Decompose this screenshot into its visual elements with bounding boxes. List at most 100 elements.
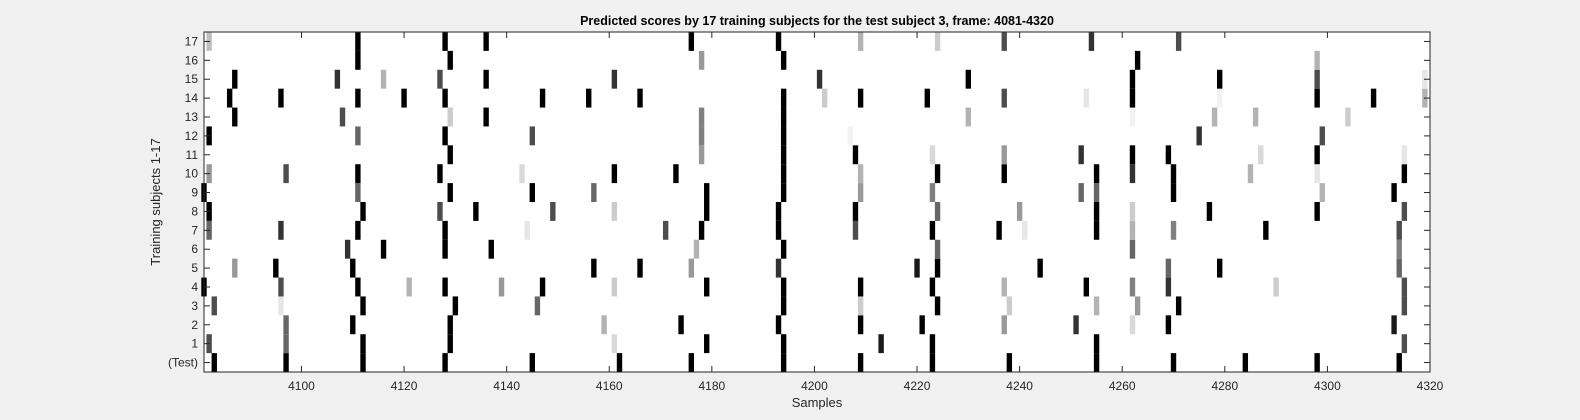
heat-cell [442, 220, 448, 240]
heat-cell [1247, 164, 1254, 184]
heat-cell [1252, 107, 1259, 127]
heat-cell [929, 145, 936, 165]
heat-cell [1129, 220, 1136, 240]
heat-cell [1129, 88, 1136, 108]
heat-cell [339, 107, 346, 127]
heat-cell [1129, 202, 1136, 221]
heat-cell [929, 353, 936, 372]
heat-cell [1263, 220, 1269, 240]
heat-cell [1242, 353, 1249, 372]
heat-cell [1165, 145, 1172, 165]
heat-cell [965, 69, 972, 89]
heat-cell [1001, 315, 1007, 335]
heat-cell [1165, 277, 1172, 297]
heat-cell [442, 88, 448, 108]
heat-cell [539, 88, 546, 108]
y-tick-label: 13 [185, 110, 199, 124]
heat-cell [278, 296, 284, 316]
heat-cell [529, 126, 535, 146]
heat-cell [1129, 239, 1136, 259]
heat-cell [852, 220, 859, 240]
heat-cell [447, 50, 453, 70]
y-tick-label: (Test) [168, 356, 198, 370]
heat-cell [780, 183, 787, 202]
heat-cell [1170, 164, 1177, 184]
heat-cell [1093, 334, 1100, 354]
heat-cell [688, 353, 695, 372]
heat-cell [914, 258, 920, 278]
heat-cell [437, 164, 443, 184]
y-axis-label: Training subjects 1-17 [148, 138, 163, 265]
heat-cell [857, 164, 864, 184]
heat-cell [637, 258, 643, 278]
heat-cell [611, 277, 618, 297]
heat-cell [1170, 353, 1177, 372]
heat-cell [1314, 202, 1320, 221]
heat-cell [437, 69, 443, 89]
heat-cell [934, 296, 941, 316]
heat-cell [483, 107, 489, 127]
heat-cell [529, 183, 535, 202]
heat-cell [924, 88, 930, 108]
heat-cell [1001, 164, 1007, 184]
heat-cell [780, 277, 787, 297]
heat-cell [211, 296, 217, 316]
heat-cell [698, 145, 705, 165]
heat-cell [350, 258, 356, 278]
heat-cell [857, 32, 864, 51]
heat-cell [1001, 32, 1007, 51]
y-tick-label: 10 [185, 167, 199, 181]
heat-cell [780, 239, 787, 259]
y-tick-label: 2 [191, 318, 198, 332]
y-tick-label: 3 [191, 299, 198, 313]
heat-cell [591, 183, 597, 202]
heat-cell [586, 88, 592, 108]
heat-cell [1401, 145, 1408, 165]
y-tick-label: 4 [191, 280, 198, 294]
heat-cell [1196, 126, 1202, 146]
heat-cell [822, 88, 828, 108]
heat-cell [1216, 69, 1223, 89]
heat-cell [1319, 183, 1325, 202]
heat-cell [847, 126, 854, 146]
heat-cell [1129, 277, 1136, 297]
heat-cell [278, 277, 284, 297]
heat-cell [1401, 164, 1408, 184]
axes-box [203, 31, 1431, 373]
heat-cell [355, 32, 361, 51]
heat-cell [447, 107, 453, 127]
heat-cell [780, 88, 787, 108]
x-axis-label: Samples [792, 395, 843, 410]
heat-cell [678, 315, 684, 335]
heat-cell [232, 69, 238, 89]
heat-cell [662, 220, 669, 240]
heat-cell [498, 277, 505, 297]
heat-cell [1396, 353, 1402, 372]
heat-cell [611, 334, 618, 354]
heat-cell [1001, 88, 1007, 108]
heat-cell [447, 145, 453, 165]
heatmap-marks [201, 32, 1428, 372]
heat-cell [698, 50, 705, 70]
y-tick-label: 11 [186, 148, 199, 162]
heat-cell [360, 334, 366, 354]
x-tick-label: 4120 [391, 379, 418, 393]
heat-cell [1396, 258, 1402, 278]
heat-cell [1093, 353, 1100, 372]
heat-cell [1001, 277, 1007, 297]
heat-cell [1078, 145, 1084, 165]
heat-cell [350, 315, 356, 335]
heat-cell [611, 164, 618, 184]
heat-cell [1006, 296, 1013, 316]
heat-cell [780, 334, 787, 354]
y-tick-label: 6 [191, 242, 198, 256]
heat-cell [1006, 353, 1013, 372]
heat-cell [278, 88, 284, 108]
heat-cell [1314, 353, 1320, 372]
heat-cell [1134, 296, 1141, 316]
heat-cell [1129, 145, 1136, 165]
heat-cell [483, 32, 489, 51]
heat-cell [283, 315, 289, 335]
heat-cell [1216, 88, 1223, 108]
